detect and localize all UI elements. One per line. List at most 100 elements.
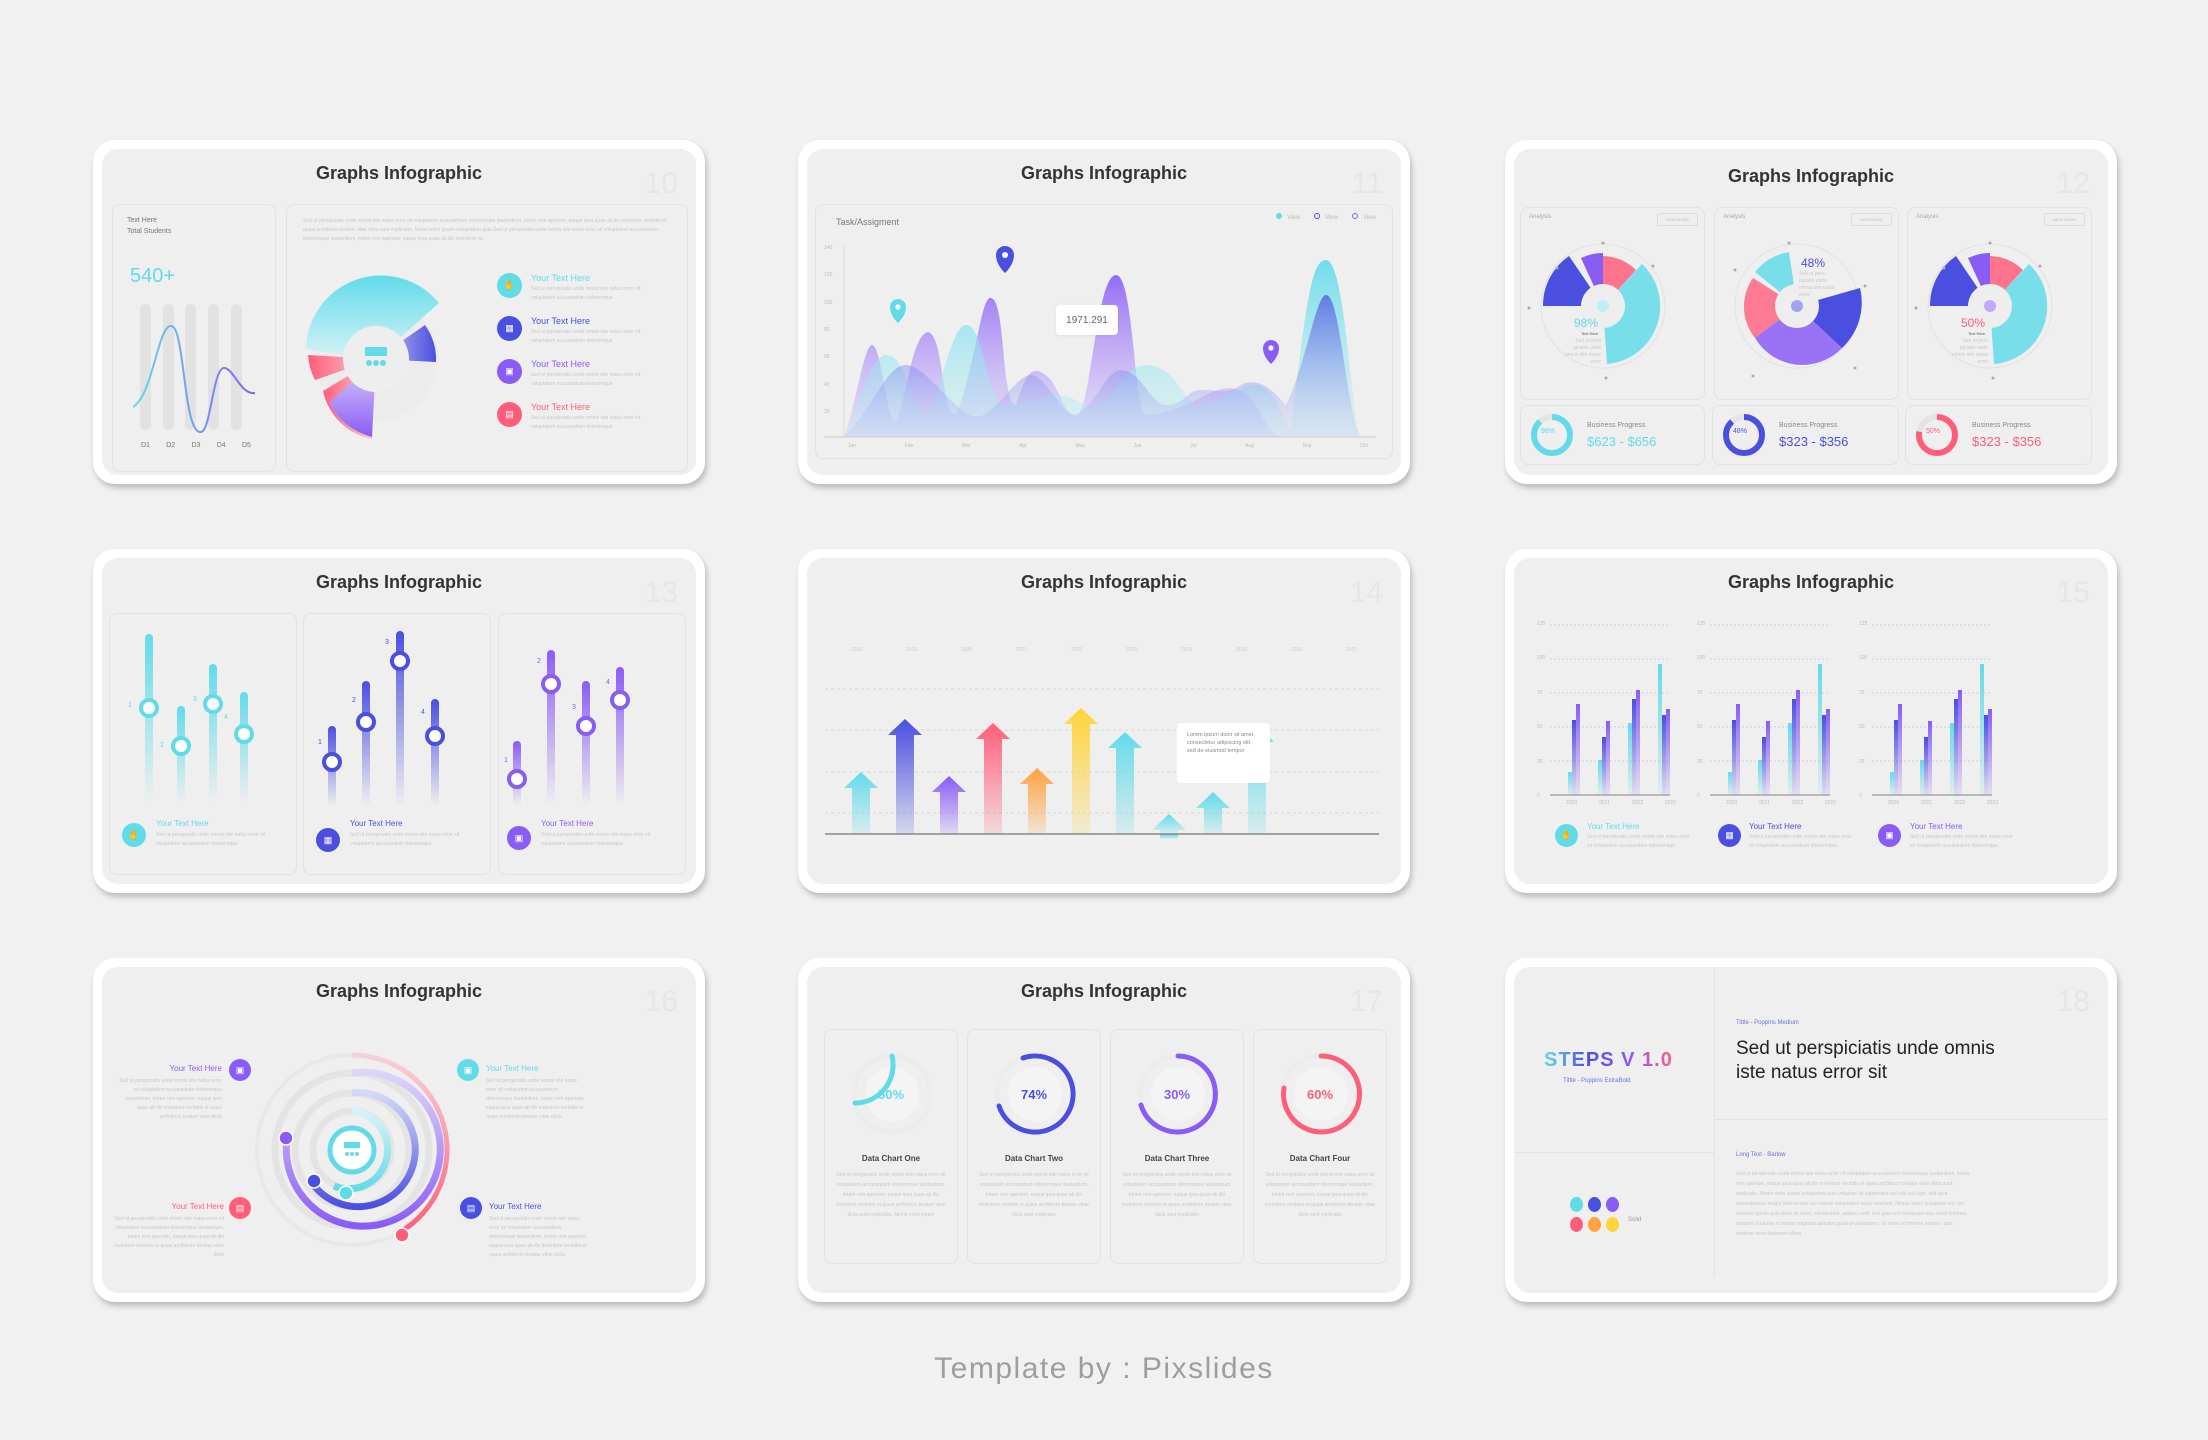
slide-card-14[interactable]: Graphs Infographic 14 2018 2019 2020 2021 20… — [798, 549, 1410, 893]
stat-label-1: Text Here — [127, 217, 157, 224]
grouped-bar-chart — [1872, 624, 1992, 796]
slide-14: Graphs Infographic 14 2018 2019 2020 2021 20… — [807, 558, 1401, 884]
brand-subtitle: Tittle - Poppins ExtraBold — [1563, 1078, 1631, 1084]
slide-18: 18 STEPS V 1.0 Tittle - Poppins ExtraBol… — [1514, 967, 2108, 1293]
legend-item: ▦ Your Text Here Sed ut perspiciatis und… — [497, 316, 677, 359]
x-axis-labels: Jan Feb Mar Apr May Jun Jul Aug Sep Oct — [848, 443, 1368, 449]
legend-item: View — [1352, 213, 1376, 221]
footer-credit: Template by : Pixslides — [934, 1352, 1274, 1385]
slider-chart-panel: 1 2 3 4 ▣ Your Text Here Sed ut perspici… — [498, 613, 686, 875]
divider — [1714, 1119, 2108, 1120]
slide-card-13[interactable]: Graphs Infographic 13 1 2 3 4 ✋ Your Tex… — [93, 549, 705, 893]
arrow-chart — [825, 688, 1379, 839]
calculator-icon: ▦ — [1718, 824, 1741, 847]
slide-number: 15 — [2056, 576, 2090, 609]
slide-card-11[interactable]: Graphs Infographic 11 Task/Assigment Vie… — [798, 140, 1410, 484]
y-axis-ticks: 125 100 75 50 25 0 — [1859, 621, 1868, 799]
data-chart-card: 60% Data Chart Four Sed ut perspiciatis … — [1253, 1029, 1387, 1264]
progress-ring — [1723, 414, 1765, 456]
slide-number: 10 — [644, 167, 678, 200]
progress-card: 98% Business Progress $623 - $656 — [1520, 405, 1705, 465]
progress-ring — [1916, 414, 1958, 456]
map-pin-icon — [890, 299, 906, 323]
title-font-label: Tittle - Poppins Medium — [1736, 1020, 1799, 1026]
slide-number: 11 — [1351, 167, 1383, 200]
x-axis-labels: 2020 2021 2022 2023 — [1888, 800, 1998, 806]
presentation-icon: ▣ — [229, 1059, 251, 1081]
legend-item: View — [1276, 213, 1300, 221]
slide-title: Graphs Infographic — [1020, 572, 1188, 592]
progress-card: 48% Business Progress $323 - $356 — [1712, 405, 1899, 465]
tooltip: Lorem ipsum dolor sit amet, consectetur … — [1177, 723, 1270, 783]
analysis-panel: Analysis VIEW MORE 50% Text Here Sed ut … — [1907, 207, 2092, 400]
handshake-icon: ✋ — [122, 823, 146, 847]
presentation-icon: ▣ — [497, 359, 522, 384]
analysis-panel: Analysis VIEW MORE 48% Sed ut pers picia… — [1714, 207, 1899, 400]
y-axis-ticks: 125 100 75 50 25 0 — [1537, 621, 1546, 799]
ring-chart — [851, 1053, 933, 1135]
divider — [1714, 967, 1715, 1277]
slide-13: Graphs Infographic 13 1 2 3 4 ✋ Your Tex… — [102, 558, 696, 884]
swatch-red — [1570, 1217, 1583, 1232]
swatch-label: Solid — [1628, 1217, 1642, 1223]
factory-icon: ▤ — [460, 1197, 482, 1219]
legend-item: ✋ Your Text Here Sed ut perspiciatis und… — [497, 273, 677, 316]
swatch-yellow — [1606, 1217, 1619, 1232]
slide-title: Graphs Infographic — [1020, 981, 1188, 1001]
slide-card-15[interactable]: Graphs Infographic 15 125 100 75 50 25 0 125 1… — [1505, 549, 2117, 893]
view-more-button[interactable]: VIEW MORE — [1850, 213, 1892, 226]
long-text-label: Long Text - Barlow — [1736, 1152, 1786, 1158]
chart-title: Task/Assigment — [836, 217, 900, 227]
slide-10: Graphs Infographic 10 Text Here Total St… — [102, 149, 696, 475]
slide-card-17[interactable]: Graphs Infographic 17 50% Data Chart One… — [798, 958, 1410, 1302]
slide-card-12[interactable]: Graphs Infographic 12 Analysis VIEW MORE… — [1505, 140, 2117, 484]
grouped-bar-charts — [1550, 624, 1670, 796]
ring-chart — [994, 1053, 1076, 1135]
slide-11: Graphs Infographic 11 Task/Assigment Vie… — [807, 149, 1401, 475]
slider-chart — [322, 631, 445, 806]
concentric-arc-chart — [255, 1052, 450, 1247]
slide-card-16[interactable]: Graphs Infographic 16 Your Text Here Sed… — [93, 958, 705, 1302]
presentation-icon: ▣ — [457, 1059, 479, 1081]
brand-title: STEPS V 1.0 — [1544, 1049, 1673, 1071]
divider — [1514, 1152, 1714, 1153]
slide-number: 13 — [644, 576, 678, 609]
color-swatches — [1570, 1197, 1619, 1232]
map-pin-icon — [1263, 340, 1279, 364]
slide-number: 17 — [1349, 985, 1383, 1018]
slide-title: Graphs Infographic — [315, 163, 483, 183]
x-axis-labels: D1 D2 D3 D4 D5 — [141, 442, 251, 449]
slide-number: 12 — [2056, 167, 2090, 200]
map-pin-icon — [996, 246, 1014, 273]
long-text: Sed ut perspiciatis unde omnis iste natu… — [1736, 1171, 1970, 1237]
legend-list: ✋ Your Text Here Sed ut perspiciatis und… — [497, 273, 677, 445]
swatch-purple — [1606, 1197, 1619, 1212]
tooltip: 1971.291 — [1056, 305, 1118, 335]
slider-chart — [507, 650, 630, 806]
area-chart — [824, 245, 1376, 438]
calculator-icon: ▦ — [497, 316, 522, 341]
view-more-button[interactable]: VIEW MORE — [1656, 213, 1698, 226]
progress-card: 50% Business Progress $323 - $356 — [1905, 405, 2092, 465]
slide-15: Graphs Infographic 15 125 100 75 50 25 0 125 1… — [1514, 558, 2108, 884]
area-chart-panel: Task/Assigment View View View 140 120 100 8… — [815, 204, 1393, 459]
slide-number: 14 — [1349, 576, 1383, 609]
data-chart-card: 30% Data Chart Three Sed ut perspiciatis… — [1110, 1029, 1244, 1264]
handshake-icon: ✋ — [497, 273, 522, 298]
slider-chart — [139, 634, 254, 804]
swatch-blue — [1588, 1197, 1601, 1212]
presentation-icon: ▣ — [1878, 824, 1901, 847]
factory-icon: ▤ — [497, 402, 522, 427]
stat-label-2: Total Students — [127, 228, 172, 235]
data-chart-card: 74% Data Chart Two Sed ut perspiciatis u… — [967, 1029, 1101, 1264]
slide-card-18[interactable]: 18 STEPS V 1.0 Tittle - Poppins ExtraBol… — [1505, 958, 2117, 1302]
slide-card-10[interactable]: Graphs Infographic 10 Text Here Total St… — [93, 140, 705, 484]
calculator-icon: ▦ — [316, 828, 340, 852]
slide-title: Graphs Infographic — [1727, 166, 1895, 186]
x-axis-labels: 2020 2021 2022 2023 — [1566, 800, 1676, 806]
polar-chart — [1914, 241, 2053, 380]
ring-chart — [1137, 1053, 1219, 1135]
grouped-bar-chart — [1710, 624, 1830, 796]
view-more-button[interactable]: VIEW MORE — [2043, 213, 2085, 226]
